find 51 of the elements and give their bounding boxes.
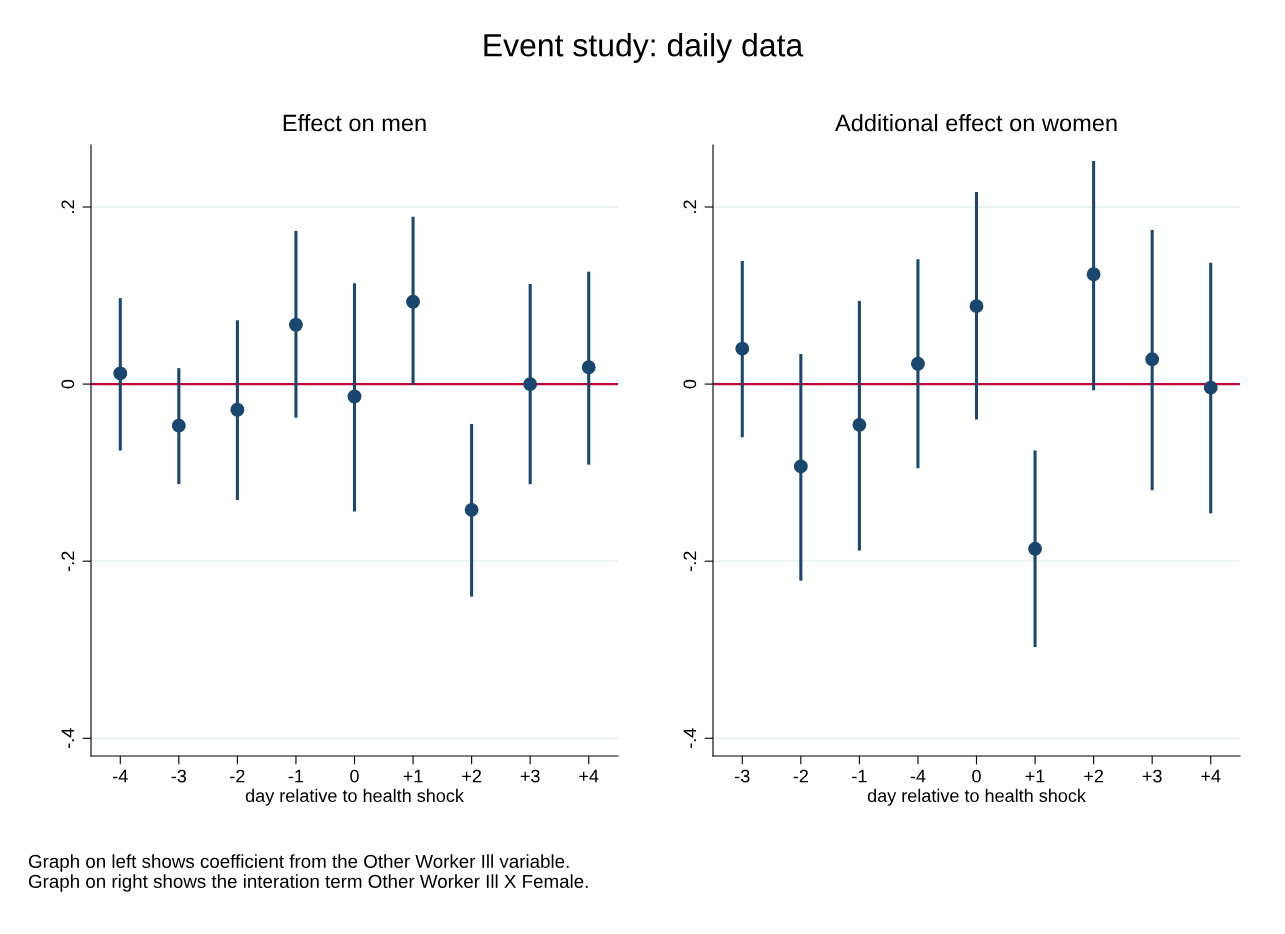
y-tick-label: -.2 <box>683 551 697 571</box>
chart-title: Additional effect on women <box>835 114 1117 132</box>
chart-title: Effect on men <box>283 114 426 132</box>
y-tick-label: -.4 <box>61 728 75 749</box>
x-tick-label: -3 <box>735 769 750 783</box>
point <box>406 294 421 309</box>
x-axis-title: day relative to health shock <box>867 788 1086 806</box>
y-tick-label: 0 <box>61 379 75 389</box>
x-tick-label: +1 <box>1025 769 1045 783</box>
x-tick-label: +2 <box>1084 769 1103 783</box>
x-tick-label: -4 <box>910 769 926 783</box>
point <box>1203 380 1218 395</box>
x-tick-label: -3 <box>171 769 187 783</box>
x-tick-label: +3 <box>1142 769 1162 783</box>
point <box>581 360 596 375</box>
x-tick-label: -1 <box>852 769 867 783</box>
point <box>113 366 128 381</box>
x-tick-label: -4 <box>113 769 128 783</box>
point <box>1086 267 1101 282</box>
y-tick-label: -.4 <box>683 728 697 749</box>
point <box>735 341 750 356</box>
y-tick-label: -.2 <box>61 551 75 571</box>
y-tick-label: 0 <box>683 379 697 389</box>
x-tick-label: -2 <box>793 769 808 783</box>
point <box>347 389 362 404</box>
x-tick-label: 0 <box>350 769 359 783</box>
x-tick-label: +2 <box>462 769 481 783</box>
y-tick-label: .2 <box>683 200 697 213</box>
point <box>969 299 984 314</box>
x-tick-label: +4 <box>1201 769 1221 783</box>
point <box>171 418 186 433</box>
y-tick-label: .2 <box>61 200 75 213</box>
point <box>1145 352 1160 367</box>
point <box>910 356 925 371</box>
x-tick-label: -2 <box>230 769 245 783</box>
text: Event study: daily data <box>484 33 804 63</box>
x-tick-label: +3 <box>520 769 540 783</box>
point <box>523 377 538 392</box>
point <box>464 502 479 517</box>
point <box>793 459 808 474</box>
text: Graph on right shows the interation term Other Worker Ill X Female. <box>28 874 588 892</box>
point <box>1028 541 1043 556</box>
x-tick-label: -1 <box>288 769 304 783</box>
x-tick-label: 0 <box>972 769 981 783</box>
point <box>852 417 867 432</box>
text: Graph on left shows coefficient from the Other Worker Ill variable. <box>28 854 569 872</box>
x-tick-label: +4 <box>579 769 599 783</box>
point <box>288 317 303 332</box>
x-tick-label: +1 <box>403 769 423 783</box>
point <box>230 402 245 417</box>
x-axis-title: day relative to health shock <box>245 788 464 806</box>
